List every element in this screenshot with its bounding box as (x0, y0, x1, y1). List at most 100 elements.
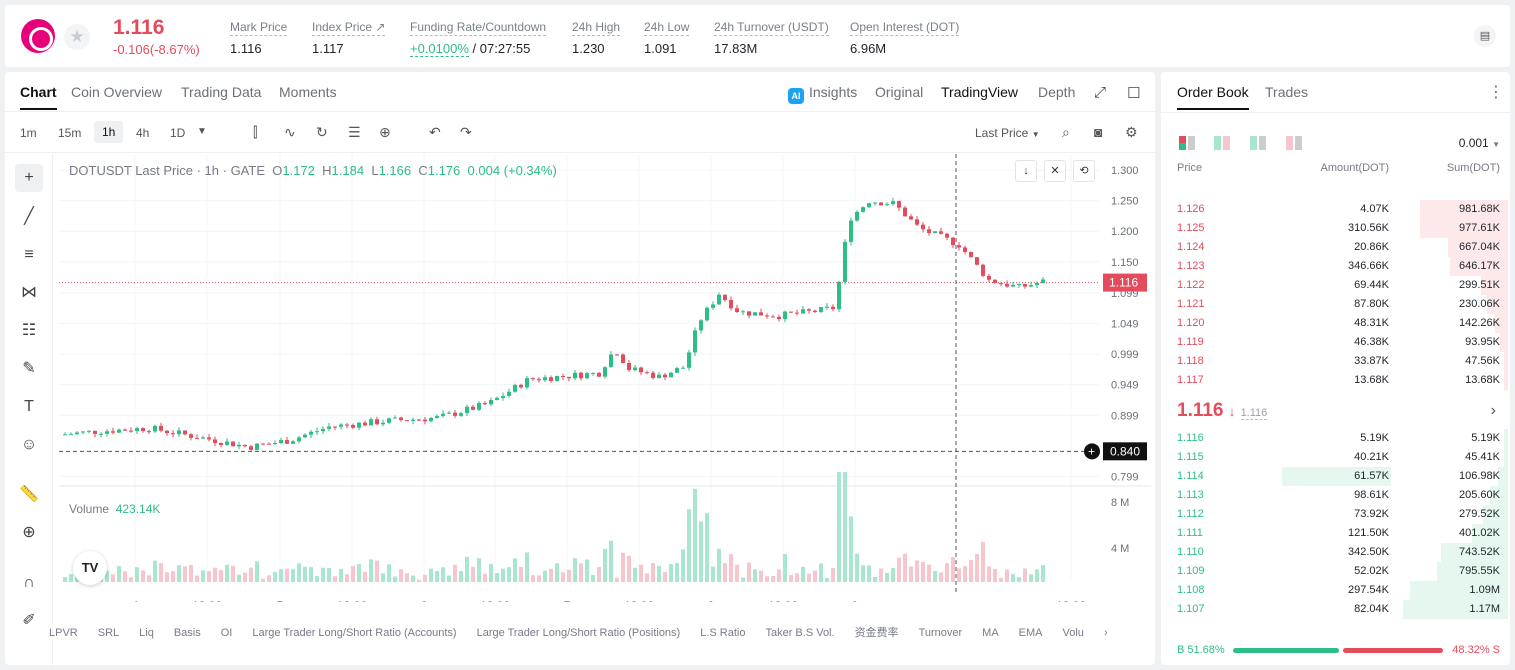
volume-bar (123, 571, 127, 582)
bid-row[interactable]: 1.112 73.92K 279.52K (1161, 505, 1510, 524)
volume-bar (543, 570, 547, 582)
bid-row[interactable]: 1.115 40.21K 45.41K (1161, 448, 1510, 467)
indicator-item[interactable]: EMA (1018, 627, 1043, 639)
ask-row[interactable]: 1.118 33.87K 47.56K (1161, 352, 1510, 371)
search-icon[interactable]: ⌕ (1062, 124, 1070, 140)
timeframe-1d[interactable]: 1D (170, 126, 186, 140)
price-source-select[interactable]: Last Price ▼ (975, 126, 1040, 140)
bid-row[interactable]: 1.108 297.54K 1.09M (1161, 581, 1510, 600)
bid-row[interactable]: 1.113 98.61K 205.60K (1161, 486, 1510, 505)
indicator-item[interactable]: Basis (173, 627, 201, 639)
view-asks-icon[interactable] (1286, 136, 1303, 150)
indicator-item[interactable]: LPVR (49, 627, 78, 639)
trend-line-icon[interactable]: ╱ (24, 208, 34, 225)
view-split-icon[interactable] (1214, 136, 1231, 150)
pencil-lock-icon[interactable]: ✐ (22, 612, 36, 629)
tab-tradingview[interactable]: TradingView (941, 84, 1019, 100)
indicators-icon[interactable]: ∿ (284, 124, 296, 140)
indicator-item[interactable]: SRL (97, 627, 120, 639)
tab-chart[interactable]: Chart (20, 84, 57, 110)
candle-type-icon[interactable]: ⫿ (253, 124, 258, 140)
redo-icon[interactable]: ↷ (460, 124, 472, 140)
bid-row[interactable]: 1.107 82.04K 1.17M (1161, 600, 1510, 619)
more-menu-icon[interactable]: ⋮ (1488, 84, 1504, 101)
text-icon[interactable]: T (24, 398, 34, 415)
magnet-icon[interactable]: ∩ (23, 574, 35, 591)
alert-add-icon[interactable]: ⊕ (379, 124, 391, 140)
collapse-icon[interactable]: ✕ (1044, 160, 1066, 182)
timeframe-1m[interactable]: 1m (20, 126, 37, 140)
candle-body (363, 422, 367, 426)
expand-icon[interactable]: ⤢ (1094, 84, 1107, 101)
ask-row[interactable]: 1.124 20.86K 667.04K (1161, 238, 1510, 257)
brush-icon[interactable]: ✎ (22, 360, 36, 377)
indicator-item[interactable]: 资金费率 (854, 627, 899, 639)
ask-row[interactable]: 1.123 346.66K 646.17K (1161, 257, 1510, 276)
volume-bar (333, 576, 337, 582)
settings-gear-icon[interactable]: ⚙ (1125, 124, 1138, 140)
bid-row[interactable]: 1.116 5.19K 5.19K (1161, 429, 1510, 448)
tab-moments[interactable]: Moments (279, 84, 337, 100)
tab-original[interactable]: Original (875, 84, 924, 100)
bid-row[interactable]: 1.111 121.50K 401.02K (1161, 524, 1510, 543)
view-both-icon[interactable] (1179, 136, 1196, 150)
zoom-icon[interactable]: ⊕ (22, 524, 36, 541)
candle-body (159, 425, 163, 431)
templates-icon[interactable]: ☰ (348, 124, 361, 140)
reset-icon[interactable]: ⟲ (1073, 160, 1095, 182)
undo-icon[interactable]: ↶ (429, 124, 441, 140)
candle-body (231, 441, 235, 447)
ruler-icon[interactable]: 📏 (19, 486, 39, 503)
indicator-item[interactable]: Volu (1062, 627, 1084, 639)
timeframe-dropdown-icon[interactable]: ▼ (197, 126, 207, 137)
volume-bar (657, 565, 661, 582)
stat-index-price[interactable]: Index Price ↗ 1.117 (312, 20, 386, 56)
ask-row[interactable]: 1.125 310.56K 977.61K (1161, 219, 1510, 238)
screenshot-icon[interactable]: ◙ (1094, 124, 1103, 140)
indicator-item[interactable]: Large Trader Long/Short Ratio (Positions… (476, 627, 681, 639)
indicator-item[interactable]: MA (982, 627, 999, 639)
chevron-right-icon[interactable]: › (1490, 402, 1496, 419)
crosshair-icon[interactable]: + (15, 164, 43, 192)
timeframe-4h[interactable]: 4h (136, 126, 150, 140)
timeframe-15m[interactable]: 15m (58, 126, 82, 140)
ask-row[interactable]: 1.120 48.31K 142.26K (1161, 314, 1510, 333)
tab-depth[interactable]: Depth (1038, 84, 1076, 100)
ask-row[interactable]: 1.122 69.44K 299.51K (1161, 276, 1510, 295)
candle-body (765, 315, 769, 317)
fib-icon[interactable]: ☷ (21, 322, 37, 339)
book-icon[interactable]: ▤ (1474, 25, 1496, 47)
horizontal-lines-icon[interactable]: ≡ (24, 246, 34, 263)
candle-body (243, 444, 247, 447)
tab-coin-overview[interactable]: Coin Overview (71, 84, 163, 100)
view-bids-icon[interactable] (1250, 136, 1267, 150)
indicator-item[interactable]: Liq (139, 627, 154, 639)
compare-icon[interactable]: ↻ (316, 124, 328, 140)
indicator-item[interactable]: Large Trader Long/Short Ratio (Accounts) (252, 627, 457, 639)
tab-trading-data[interactable]: Trading Data (181, 84, 262, 100)
indicator-item[interactable]: OI (220, 627, 233, 639)
timeframe-1h[interactable]: 1h (94, 121, 124, 143)
fullscreen-icon[interactable]: ☐ (1127, 85, 1141, 102)
ask-row[interactable]: 1.126 4.07K 981.68K (1161, 200, 1510, 219)
buy-ratio: B 51.68% (1177, 644, 1225, 656)
price-chart[interactable]: 1.3001.2501.2001.1501.0991.0490.9990.949… (59, 154, 1151, 602)
ask-row[interactable]: 1.119 46.38K 93.95K (1161, 333, 1510, 352)
favorite-star-icon[interactable]: ★ (64, 24, 90, 50)
pattern-icon[interactable]: ⋈ (21, 284, 37, 301)
emoji-icon[interactable]: ☺ (20, 436, 38, 453)
scroll-down-icon[interactable]: ↓ (1015, 160, 1037, 182)
bid-row[interactable]: 1.109 52.02K 795.55K (1161, 562, 1510, 581)
indicator-item[interactable]: L.S Ratio (700, 627, 746, 639)
precision-select[interactable]: 0.001 ▼ (1458, 136, 1500, 150)
tab-trades[interactable]: Trades (1265, 84, 1309, 100)
indicator-item[interactable]: Turnover (918, 627, 963, 639)
ask-row[interactable]: 1.121 87.80K 230.06K (1161, 295, 1510, 314)
bid-row[interactable]: 1.114 61.57K 106.98K (1161, 467, 1510, 486)
tab-insights[interactable]: AI Insights (788, 84, 857, 104)
tab-order-book[interactable]: Order Book (1177, 84, 1249, 110)
chevron-right-icon[interactable]: › (1103, 627, 1108, 639)
indicator-item[interactable]: Taker B.S Vol. (765, 627, 835, 639)
ask-row[interactable]: 1.117 13.68K 13.68K (1161, 371, 1510, 390)
bid-row[interactable]: 1.110 342.50K 743.52K (1161, 543, 1510, 562)
